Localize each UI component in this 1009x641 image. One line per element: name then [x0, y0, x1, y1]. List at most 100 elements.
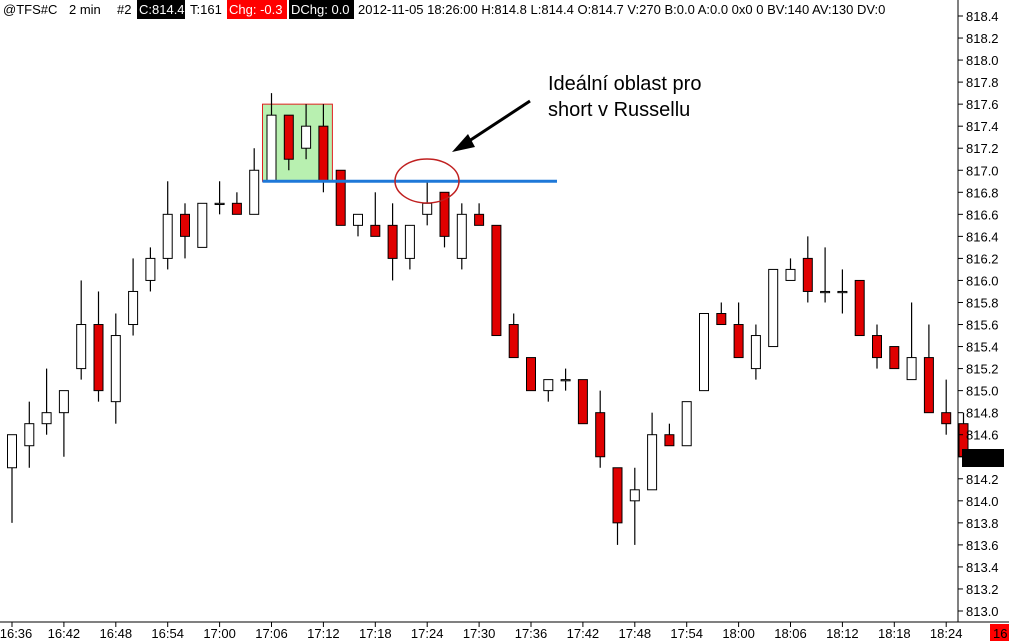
corner-badge — [990, 624, 1009, 641]
candle-body-up — [404, 224, 415, 259]
candle-body-down — [387, 224, 398, 259]
price-tick-label: 814.2 — [966, 472, 999, 487]
candle-body-up — [162, 213, 173, 259]
price-tick-label: 813.8 — [966, 516, 999, 531]
candle-body-down — [180, 213, 190, 237]
candle — [58, 390, 69, 457]
corner-label: 16 — [993, 626, 1007, 641]
candle — [906, 302, 917, 381]
candle — [370, 192, 381, 237]
candle-body-down — [93, 324, 104, 392]
candle-body-down — [733, 324, 744, 359]
candle — [301, 104, 312, 160]
time-tick-label: 18:18 — [878, 626, 911, 641]
candle-body-up — [647, 434, 658, 491]
candle — [93, 291, 104, 402]
candle-body-down — [318, 125, 329, 182]
arrow-shaft — [465, 99, 531, 145]
candle — [872, 324, 882, 369]
candle-body-up — [145, 257, 156, 281]
time-tick-label: 17:12 — [307, 626, 340, 641]
candle-body-up — [837, 290, 848, 294]
candle — [353, 213, 363, 237]
time-tick-label: 18:24 — [930, 626, 963, 641]
time-tick-label: 16:36 — [0, 626, 32, 641]
price-tick-label: 813.6 — [966, 538, 999, 553]
candle-body-down — [491, 224, 502, 337]
candle-body-down — [370, 224, 381, 237]
candle — [110, 313, 121, 424]
last-price-tag — [962, 449, 1004, 467]
price-tick-label: 818.0 — [966, 53, 999, 68]
candle-body-down — [612, 467, 623, 524]
candle — [128, 258, 139, 336]
candle-body-up — [820, 290, 831, 294]
price-tick-label: 817.2 — [966, 141, 999, 156]
candle-body-up — [24, 423, 35, 447]
header-symbol: @TFS#C — [3, 2, 57, 17]
candle-body-up — [768, 268, 779, 348]
header-interval: 2 min — [69, 2, 101, 17]
candle — [577, 379, 588, 425]
candle — [854, 279, 865, 337]
candle — [785, 258, 796, 281]
candle-body-up — [699, 313, 709, 392]
price-tick-label: 818.4 — [966, 9, 999, 24]
time-tick-label: 17:18 — [359, 626, 392, 641]
price-tick-label: 814.0 — [966, 494, 999, 509]
candle — [923, 324, 934, 414]
time-tick-label: 16:48 — [100, 626, 133, 641]
candle-body-up — [58, 390, 69, 414]
candle-body-up — [249, 169, 260, 215]
time-tick-label: 17:48 — [619, 626, 652, 641]
candle — [145, 247, 156, 292]
time-tick-label: 17:42 — [567, 626, 600, 641]
candle-body-down — [923, 357, 934, 414]
annotation-overlay — [262, 99, 557, 204]
candle — [508, 313, 519, 359]
chart-header: @TFS#C 2 min #2 C:814.4 T:161 Chg: -0.3 … — [3, 0, 885, 19]
candle-body-down — [664, 434, 675, 447]
header-chg-bg — [227, 0, 287, 19]
candle — [768, 268, 779, 348]
price-tick-label: 813.4 — [966, 560, 999, 575]
header-close: C:814.4 — [139, 2, 185, 17]
candle — [439, 191, 450, 248]
candle-body-down — [439, 191, 450, 237]
candle-body-up — [906, 357, 917, 381]
candle — [7, 434, 17, 523]
price-tick-label: 814.8 — [966, 406, 999, 421]
candle-body-up — [560, 379, 571, 382]
price-tick-label: 815.6 — [966, 318, 999, 333]
candle-body-down — [335, 169, 346, 226]
price-tick-label: 817.0 — [966, 163, 999, 178]
time-tick-label: 16:54 — [151, 626, 184, 641]
header-stats: 2012-11-05 18:26:00 H:814.8 L:814.4 O:81… — [358, 2, 885, 17]
candle — [595, 390, 606, 468]
price-axis: 818.4 818.2 818.0 817.8 817.6 817.4 817.2 817.0… — [958, 9, 999, 619]
time-axis: 16:36 16:42 16:48 16:54 17:00 17:06 17:12 17:18… — [0, 622, 962, 641]
header-ticks: T:161 — [190, 2, 222, 17]
candle-body-down — [474, 213, 485, 226]
candle — [491, 224, 502, 337]
candle-body-up — [629, 489, 640, 502]
candle — [387, 203, 398, 281]
price-tick-label: 816.8 — [966, 185, 999, 200]
candle — [526, 357, 536, 392]
candle — [543, 379, 554, 402]
candle — [335, 169, 346, 226]
candle-body-down — [577, 379, 588, 425]
header-dchg: DChg: 0.0 — [291, 2, 350, 17]
candle-body-up — [7, 434, 17, 469]
candle-body-up — [750, 335, 761, 370]
time-tick-label: 17:54 — [670, 626, 703, 641]
time-tick-label: 17:00 — [203, 626, 236, 641]
candle — [474, 203, 485, 226]
candle — [716, 302, 727, 326]
candle-body-up — [128, 290, 139, 326]
candle-body-up — [41, 412, 52, 425]
annotation-text-line2: short v Russellu — [548, 99, 690, 121]
candle-body-down — [872, 335, 882, 359]
candle-body-down — [231, 202, 242, 215]
